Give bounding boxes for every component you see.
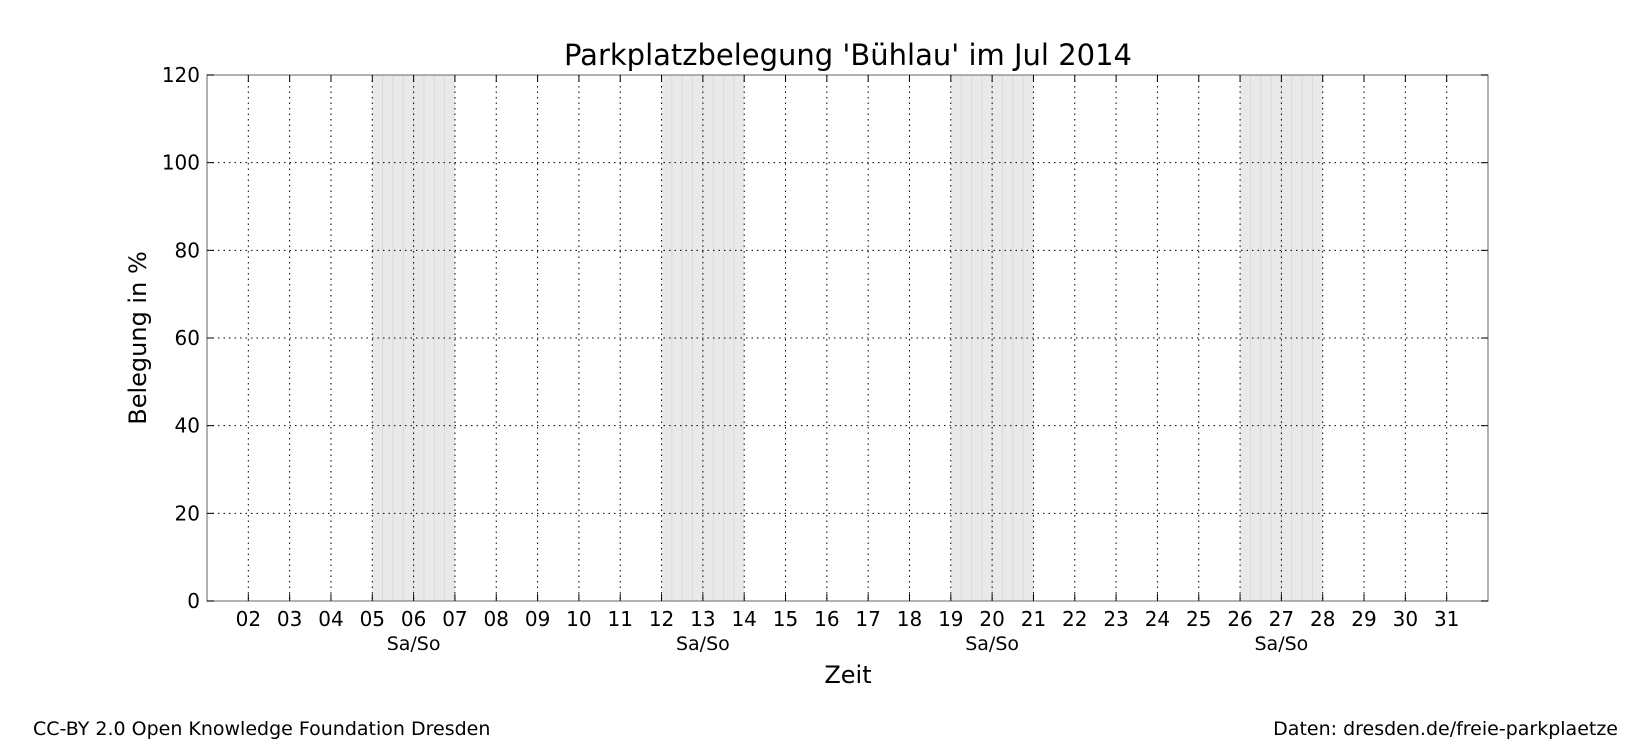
weekend-label: Sa/So	[676, 633, 730, 655]
y-tick-label: 0	[187, 589, 200, 613]
x-tick-label: 28	[1310, 607, 1335, 631]
x-tick-label: 14	[731, 607, 756, 631]
x-tick-label: 22	[1062, 607, 1087, 631]
x-tick-label: 08	[484, 607, 509, 631]
y-tick-label: 120	[162, 63, 200, 87]
weekend-label: Sa/So	[965, 633, 1019, 655]
x-tick-label: 05	[360, 607, 385, 631]
x-tick-label: 26	[1227, 607, 1252, 631]
x-tick-label: 04	[318, 607, 343, 631]
y-tick-label: 80	[175, 238, 200, 262]
x-tick-label: 17	[855, 607, 880, 631]
chart-title: Parkplatzbelegung 'Bühlau' im Jul 2014	[564, 38, 1132, 72]
y-tick-label: 100	[162, 151, 200, 175]
x-tick-label: 18	[897, 607, 922, 631]
x-tick-label: 02	[236, 607, 261, 631]
data-source-text: Daten: dresden.de/freie-parkplaetze	[1273, 718, 1618, 740]
x-tick-label: 12	[649, 607, 674, 631]
y-axis-label: Belegung in %	[124, 251, 152, 425]
x-tick-labels: 02 03 04 05 06 07 08 09 10 11 12 13 14 15 16 17 18 19 20 21…	[236, 607, 1460, 631]
x-axis-label: Zeit	[824, 661, 871, 689]
x-tick-label: 31	[1434, 607, 1459, 631]
x-tick-label: 27	[1269, 607, 1294, 631]
x-tick-label: 03	[277, 607, 302, 631]
x-tick-label: 07	[442, 607, 467, 631]
weekend-labels: Sa/So Sa/So Sa/So Sa/So	[387, 633, 1309, 655]
x-tick-label: 11	[607, 607, 632, 631]
x-tick-label: 06	[401, 607, 426, 631]
x-tick-label: 24	[1145, 607, 1170, 631]
x-tick-label: 09	[525, 607, 550, 631]
x-tick-label: 20	[979, 607, 1004, 631]
weekend-bands	[372, 75, 1323, 601]
x-tick-label: 10	[566, 607, 591, 631]
x-tick-label: 23	[1103, 607, 1128, 631]
weekend-label: Sa/So	[387, 633, 441, 655]
y-tick-label: 60	[175, 326, 200, 350]
x-tick-label: 16	[814, 607, 839, 631]
x-tick-label: 29	[1351, 607, 1376, 631]
y-tick-label: 20	[175, 501, 200, 525]
x-tick-label: 15	[773, 607, 798, 631]
x-tick-label: 30	[1393, 607, 1418, 631]
weekend-label: Sa/So	[1254, 633, 1308, 655]
x-tick-label: 25	[1186, 607, 1211, 631]
x-tick-label: 13	[690, 607, 715, 631]
x-tick-label: 21	[1021, 607, 1046, 631]
license-text: CC-BY 2.0 Open Knowledge Foundation Dres…	[33, 718, 491, 740]
y-tick-labels: 0 20 40 60 80 100 120	[162, 63, 200, 613]
y-tick-label: 40	[175, 414, 200, 438]
x-tick-label: 19	[938, 607, 963, 631]
axis-ticks	[207, 74, 1488, 602]
